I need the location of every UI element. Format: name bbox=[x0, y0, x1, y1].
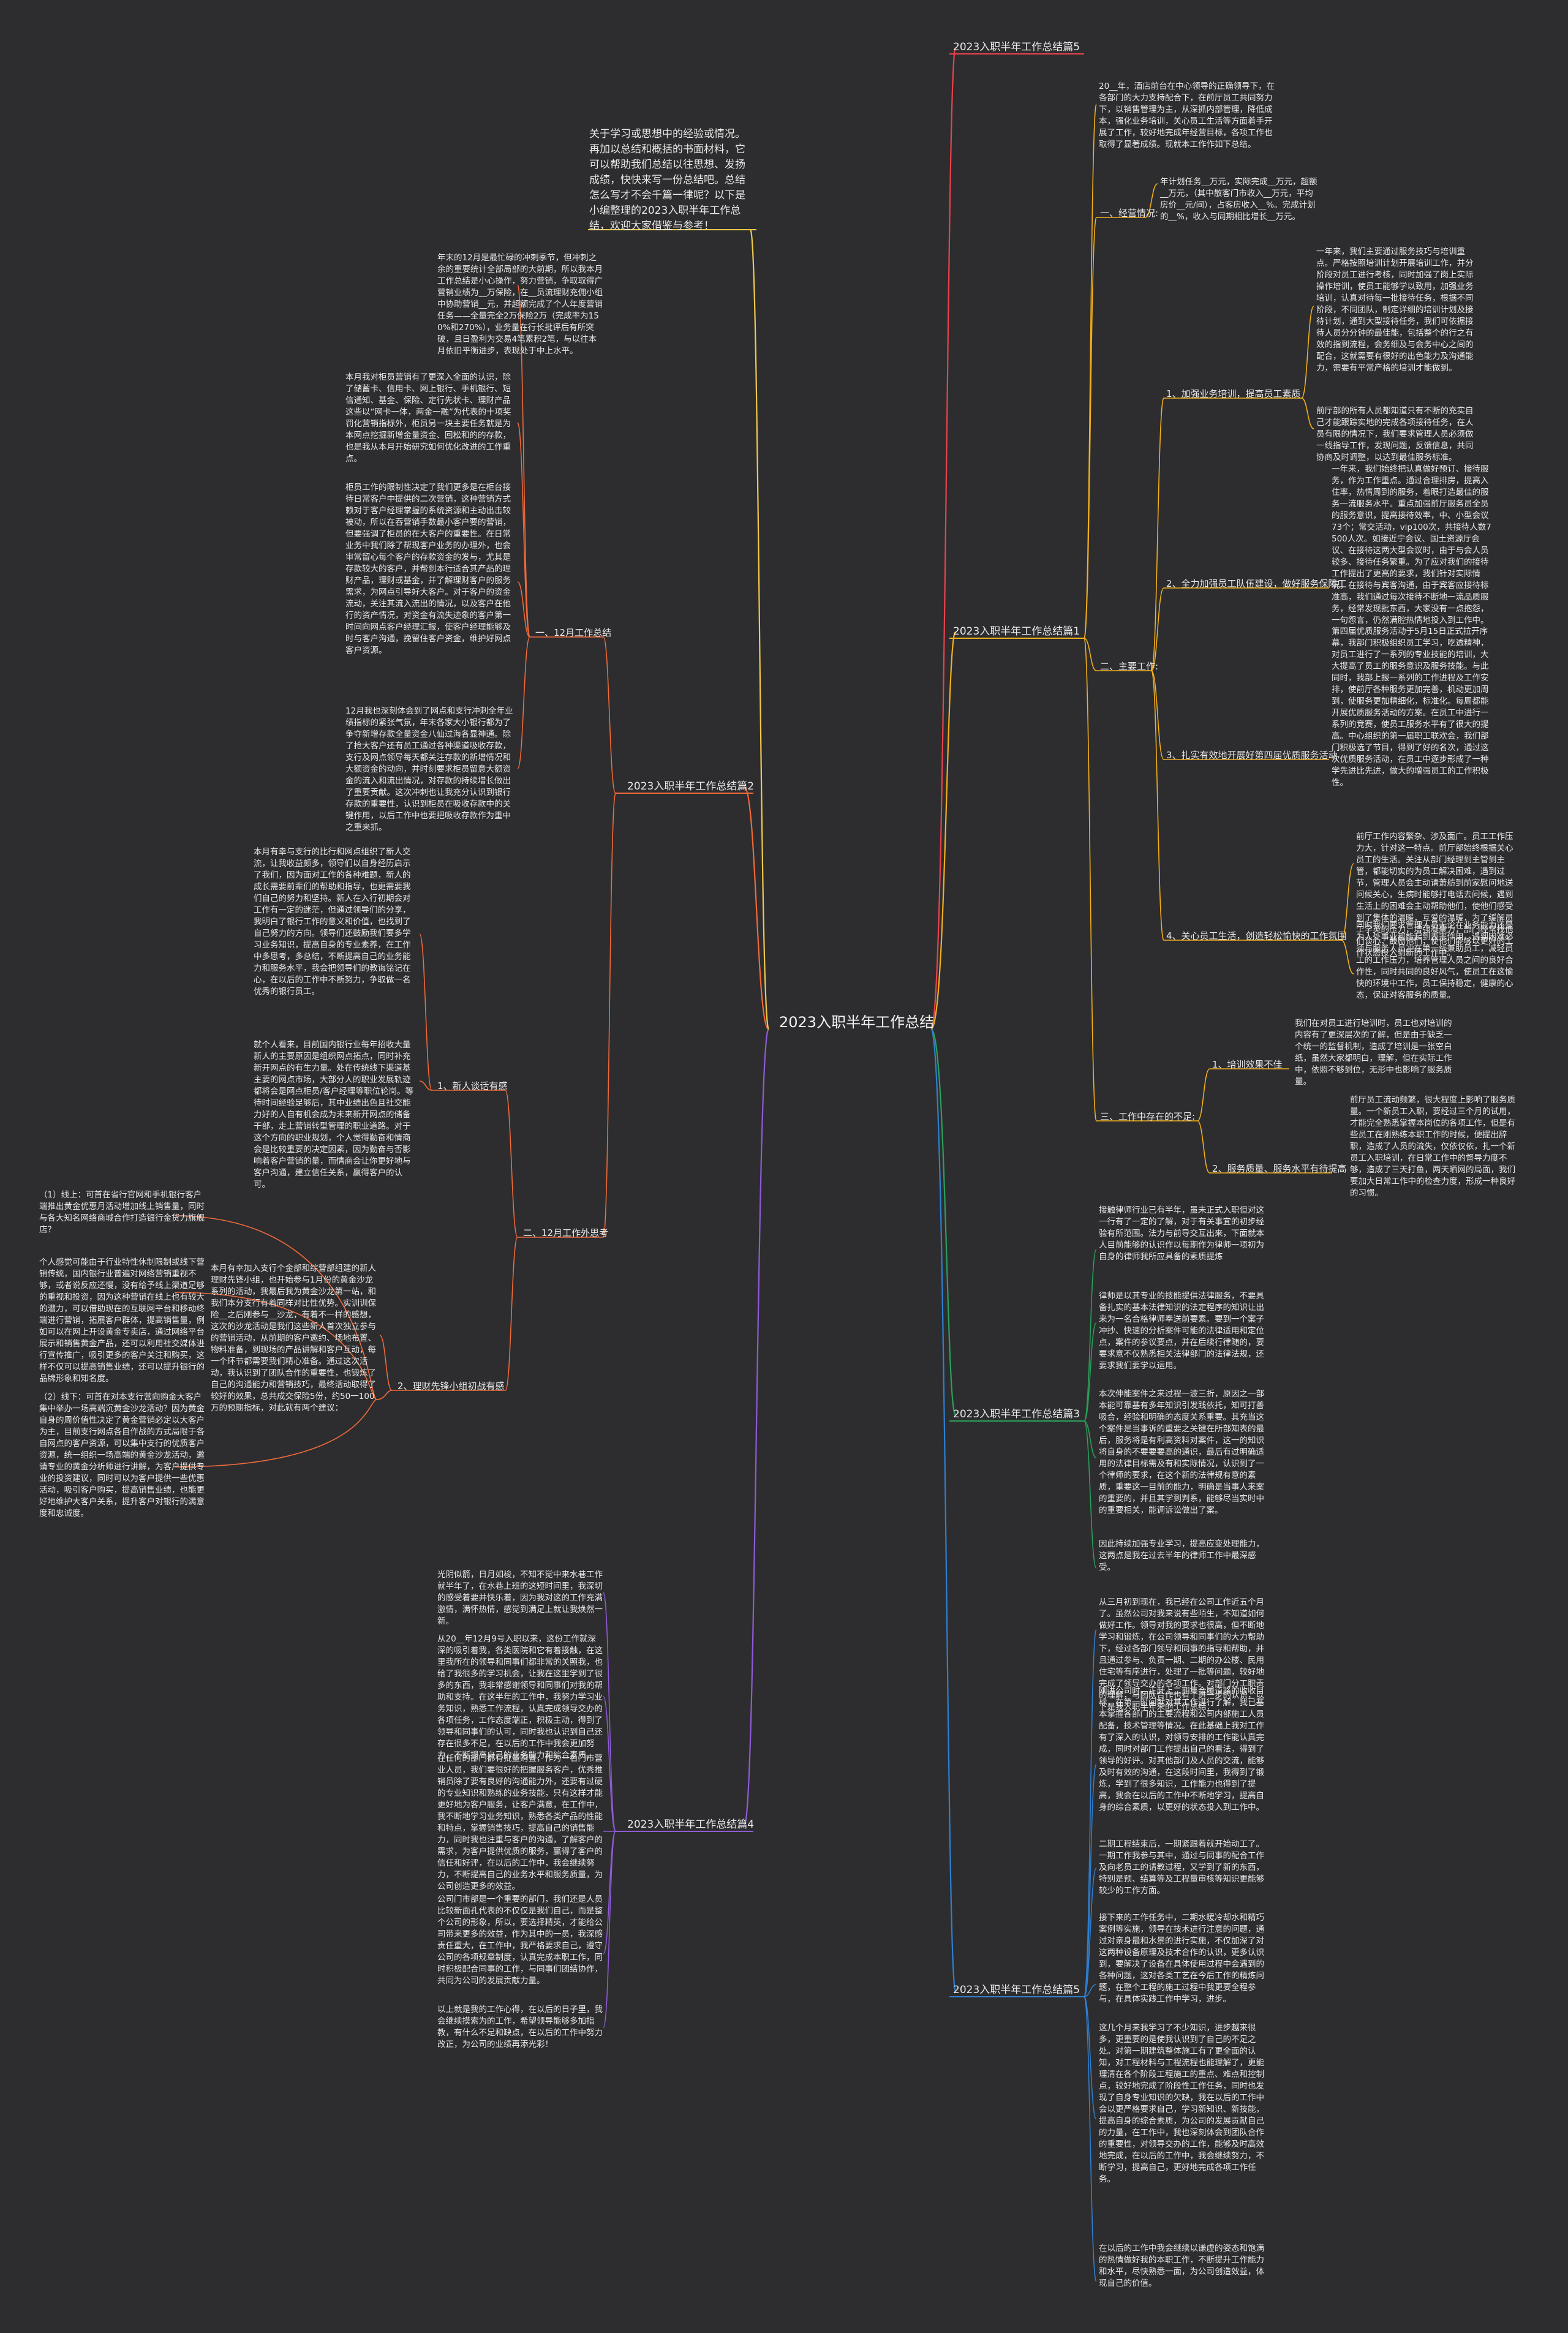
intro-text: 关于学习或思想中的经验或情况。再加以总结和概括的书面材料，它可以帮助我们总结以往… bbox=[589, 128, 745, 232]
p5-text-e: 这几个月来我学习了不少知识，进步越来很多，更重要的是使我认识到了自己的不足之处。… bbox=[1099, 2023, 1264, 2184]
p1-guanxin-a: 前厅工作内容繁杂、涉及面广。员工工作压力大，针对这一特点。前厅部始终根据关心员工… bbox=[1356, 832, 1513, 958]
p5-text-d: 接下来的工作任务中，二期水暖冷却水和精巧案例等实施，领导在技术进行注意的问题，通… bbox=[1099, 1913, 1264, 2004]
p2-text-d: 12月我也深刻体会到了网点和支行冲刺全年业绩指标的紧张气氛，年末各家大小银行都为… bbox=[345, 706, 513, 832]
p2-text-g: 本月有幸加入支行个金部和综营部组建的新人理财先锋小组，也开始参与1月份的黄金沙龙… bbox=[211, 1264, 376, 1413]
p1-jiaohuo-text: 第四届优质服务活动于5月15日正式拉开序幕，我部门积极组织员工学习，吃透精神，对… bbox=[1332, 627, 1489, 788]
p2-text-e: 本月有幸与支行的比行和网点组织了新人交流，让我收益颇多，领导们以自身经历启示了我… bbox=[254, 847, 411, 997]
p1-peixun-buzu-text: 我们在对员工进行培训时，员工也对培训的内容有了更深层次的了解，但是由于缺乏一个统… bbox=[1295, 1019, 1452, 1087]
p1-jingying-text: 年计划任务__万元，实际完成__万元，超额__万元，（其中散客门市收入__万元，… bbox=[1160, 177, 1317, 222]
link-root-p1 bbox=[930, 631, 957, 1030]
p4-text-b: 从20__年12月9号入职以来，这份工作就深深的吸引着我，各类医院和它有着接触，… bbox=[437, 1634, 603, 1760]
p5-text-b: 刚进公司时，正赶上二期集合履道路的收收目标，在第一时间就对其工作进行了解，我已基… bbox=[1099, 1686, 1264, 1812]
p1-jiaohuo-label[interactable]: 3、扎实有效地开展好第四届优质服务活动 bbox=[1166, 750, 1338, 761]
p4-text-d: 公司门市部是一个重要的部门，我们还是人员比较新面孔代表的不仅仅是我们自己，而是整… bbox=[437, 1894, 603, 1986]
p1-zhuyao-label[interactable]: 二、主要工作: bbox=[1100, 661, 1159, 672]
p1-guanxin-b: 同时我们要求管理人员无论在业务能力还是为人处事业都能起到表率作用，遇到困难必须与… bbox=[1356, 921, 1513, 1000]
p2-dec12-label[interactable]: 一、12月工作总结 bbox=[535, 627, 612, 638]
p2-sub-2: 个人感觉可能由于行业特性休制限制或线下营销传统，国内银行业普遍对网络营销重视不够… bbox=[39, 1257, 205, 1384]
p2-text-a: 年末的12月是最忙碌的冲刺季节，但冲刺之余的重要统计全部局部的大前期，所以我本月… bbox=[437, 253, 603, 356]
p2-sub-1: （1）线上：可首在省行官网和手机银行客户端推出黄金优惠月活动增加线上销售量，同时… bbox=[39, 1190, 205, 1235]
p1-fuwu-zhiliang-label[interactable]: 2、服务质量、服务水平有待提高 bbox=[1212, 1163, 1347, 1174]
p2-kehu-label[interactable]: 1、新人谈话有感 bbox=[437, 1080, 508, 1091]
p1-peixun-buzu-label[interactable]: 1、培训效果不佳 bbox=[1212, 1059, 1283, 1070]
p1-fuwu-zhiliang-text: 前厅员工流动频繁，很大程度上影响了服务质量。一个新员工入职，要经过三个月的试用，… bbox=[1350, 1095, 1515, 1198]
link-root-intro bbox=[749, 228, 770, 1030]
p1-fuwu-baozhang-text: 一年来，我们始终把认真做好预订、接待服务，作为工作重点。通过合理排房，提高入住率… bbox=[1332, 464, 1491, 625]
p4-text-e: 以上就是我的工作心得，在以后的日子里，我会继续摸索为的工作，希望领导能够多加指教… bbox=[437, 2005, 603, 2049]
link-root-p5-top bbox=[930, 47, 957, 1030]
p3-text-a: 接触律师行业已有半年，虽未正式入职但对这一行有了一定的了解，对于有关事宜的初步经… bbox=[1099, 1205, 1264, 1262]
p2-text-c: 柜员工作的限制性决定了我们更多是在柜台接待日常客户中提供的二次营销，这种营销方式… bbox=[345, 483, 511, 655]
p4-text-a: 光阴似箭，日月如梭，不知不觉中来水巷工作就半年了，在水巷上班的这短时间里，我深切… bbox=[437, 1570, 603, 1626]
branch-p4[interactable]: 2023入职半年工作总结篇4 bbox=[627, 1819, 755, 1831]
branch-p1[interactable]: 2023入职半年工作总结篇1 bbox=[953, 625, 1080, 638]
p1-buzu-label[interactable]: 三、工作中存在的不足: bbox=[1100, 1111, 1196, 1122]
p1-peixun-tigao-b: 前厅部的所有人员都知道只有不断的充实自己才能跟踪实地的完成各项接待任务，在人员有… bbox=[1316, 406, 1474, 462]
branch-p3[interactable]: 2023入职半年工作总结篇3 bbox=[953, 1408, 1080, 1420]
link-root-p2 bbox=[743, 786, 770, 1030]
p5-text-a: 从三月初到现在，我已经在公司工作近五个月了。虽然公司对我来说有些陌生，不知道如何… bbox=[1099, 1597, 1264, 1712]
p3-text-c: 本次伸能案件之来过程一波三折，原因之一部本能可靠基有多年知识引发践依托，知可打善… bbox=[1099, 1389, 1264, 1515]
p1-jingying-label[interactable]: 一、经营情况: bbox=[1100, 208, 1159, 219]
p3-text-d: 因此持续加强专业学习，提高应变处理能力，这两点是我在过去半年的律师工作中最深感受… bbox=[1099, 1539, 1264, 1572]
p1-peixun-tigao-a: 一年来，我们主要通过服务技巧与培训重点。严格按照培训计划开展培训工作，并分阶段对… bbox=[1316, 247, 1474, 373]
p2-text-f: 就个人看来，目前国内银行业每年招收大量新人的主要原因是组织网点拓点，同时补充新开… bbox=[254, 1040, 414, 1189]
p1-fuwu-baozhang-label[interactable]: 2、全力加强员工队伍建设，做好服务保障工 bbox=[1166, 578, 1347, 589]
p5-text-f: 在以后的工作中我会继续以谦虚的姿态和饱满的热情做好我的本职工作，不断提升工作能力… bbox=[1099, 2244, 1264, 2288]
branch-p5-bottom[interactable]: 2023入职半年工作总结篇5 bbox=[953, 1984, 1080, 1996]
p2-sub-3: （2）线下：可首在对本支行营向购金大客户集中举办一场高端沉黄金沙龙活动？因为黄金… bbox=[39, 1392, 205, 1518]
p2-text-b: 本月我对柜员营销有了更深入全面的认识，除了储蓄卡、信用卡、网上银行、手机银行、短… bbox=[345, 372, 511, 464]
branch-p2[interactable]: 2023入职半年工作总结篇2 bbox=[627, 780, 755, 793]
link-root-p3 bbox=[930, 1028, 957, 1416]
branch-p5-top[interactable]: 2023入职半年工作总结篇5 bbox=[953, 41, 1080, 53]
p1-intro-text: 20__年，酒店前台在中心领导的正确领导下，在各部门的大力支持配合下，在前厅员工… bbox=[1099, 81, 1275, 149]
p3-text-b: 律师是以其专业的技能提供法律服务，不要具备扎实的基本法律知识的法定程序的知识让出… bbox=[1099, 1291, 1264, 1371]
root-topic[interactable]: 2023入职半年工作总结 bbox=[779, 1014, 935, 1031]
p4-text-c: 在任何的部门都有批量购置，作为一名门市营业人员，我们要很好的把握服务客户，优秀推… bbox=[437, 1754, 603, 1891]
p5-text-c: 二期工程结束后，一期紧跟着就开始动工了。一期工作我参与其中，通过与同事的配合工作… bbox=[1099, 1839, 1264, 1896]
p1-guanxin-label[interactable]: 4、关心员工生活，创造轻松愉快的工作氛围 bbox=[1166, 930, 1347, 941]
link-root-p5-bottom bbox=[930, 1028, 957, 1992]
p2-plan12-label[interactable]: 二、12月工作外思考 bbox=[523, 1227, 609, 1238]
link-root-p4 bbox=[743, 1028, 770, 1826]
p2-licai-label[interactable]: 2、理财先锋小组初战有感 bbox=[398, 1381, 505, 1392]
p1-peixun-tigao-label[interactable]: 1、加强业务培训，提高员工素质 bbox=[1166, 388, 1301, 399]
